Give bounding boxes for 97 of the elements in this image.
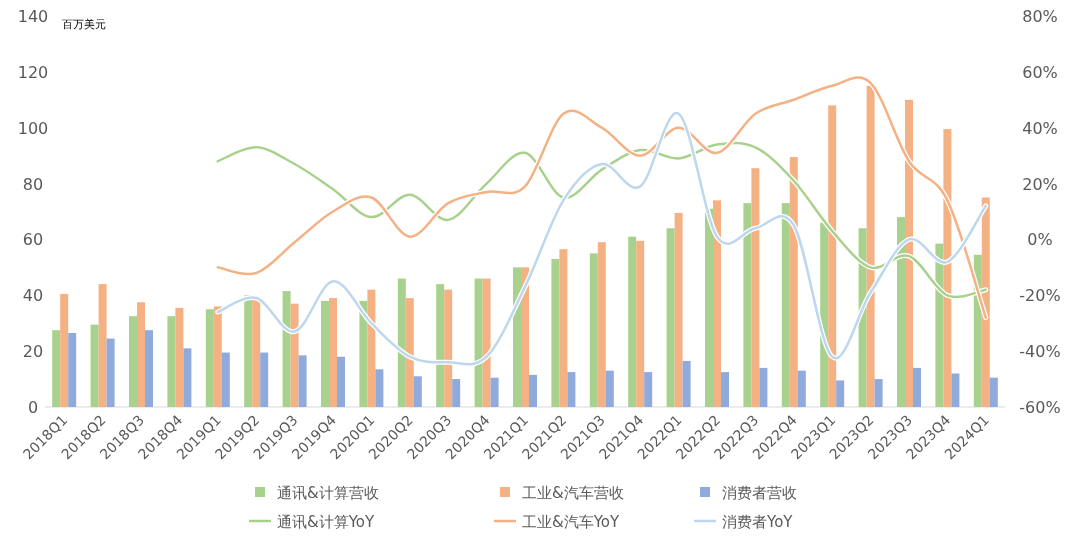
y-tick-label: 80 [22,174,44,194]
bar [628,236,637,407]
y-axis-title: 百万美元 [62,18,106,31]
bar [874,379,883,407]
bar [666,228,675,407]
bar [513,267,521,407]
legend-label: 通讯&计算营收 [277,484,379,502]
bar [797,370,806,407]
bar [260,352,269,407]
bar [551,258,560,407]
bar [858,228,867,407]
bar [444,289,453,407]
bar [529,374,537,407]
bar [705,208,713,407]
bar [52,330,61,407]
bar [943,129,952,407]
bar [137,302,145,407]
bar [482,278,491,407]
y-tick-label: 140 [17,7,49,26]
y2-tick-label: -60% [1019,398,1061,417]
bar [375,369,384,407]
legend-label: 通讯&计算YoY [277,513,376,531]
bar [789,157,798,407]
bar [405,298,414,407]
bar [935,243,944,407]
y2-tick-label: 80% [1022,7,1058,26]
bar [866,85,875,407]
bar [644,372,653,407]
bar [674,212,683,407]
bar [175,307,184,407]
bar [129,316,137,407]
bar [221,352,230,407]
bar [989,377,998,407]
bar [298,355,307,407]
y-tick-label: 20 [22,342,44,362]
bar [60,293,69,407]
bar [290,303,299,407]
y-tick-label: 60 [22,230,44,250]
bar [559,249,568,407]
bar [521,267,529,407]
bar [589,253,598,407]
bar [106,338,115,407]
bar [828,105,837,407]
bar [90,324,99,407]
bar [452,379,461,407]
bar [636,240,645,407]
bar [836,380,845,407]
bar [359,300,368,407]
bar [413,376,422,407]
legend-label: 消费者YoY [722,513,794,531]
y-tick-label: 120 [17,62,49,82]
bar [682,360,691,407]
bar [474,278,483,407]
legend-label: 工业&汽车营收 [522,484,624,502]
bar [167,316,176,407]
bar [145,330,153,407]
bar [244,295,253,407]
bar [981,197,990,407]
legend-label: 消费者营收 [722,484,797,502]
bar [397,278,406,407]
y2-tick-label: -20% [1019,286,1061,306]
bar [820,222,829,407]
bar [329,298,337,407]
bar [321,300,329,407]
bar [567,372,576,407]
bar [743,203,752,407]
bar [751,168,760,407]
y2-tick-label: -40% [1019,342,1061,362]
bar [205,309,214,407]
y2-tick-label: 0% [1027,230,1053,250]
bar [721,372,729,407]
bar [951,373,960,407]
bar [68,332,77,407]
bar [759,367,768,407]
y2-tick-label: 60% [1022,62,1058,82]
bar [98,284,107,407]
bar [183,348,192,407]
bar [337,356,345,407]
bar [781,203,790,407]
y2-tick-label: 20% [1022,174,1058,194]
y-tick-label: 40 [22,286,44,306]
bar [713,200,721,407]
bar [367,289,376,407]
bar [897,217,905,407]
y-tick-label: 100 [17,118,49,138]
bar [436,284,445,407]
bar [597,242,606,407]
legend-label: 工业&汽车YoY [522,513,621,531]
y2-tick-label: 40% [1022,118,1058,138]
bar [282,291,291,407]
bar [490,377,499,407]
bar [913,367,921,407]
bar [605,370,614,407]
bar [213,306,222,407]
bar [252,298,261,407]
bar [905,99,913,407]
y-tick-label: 0 [27,398,39,417]
